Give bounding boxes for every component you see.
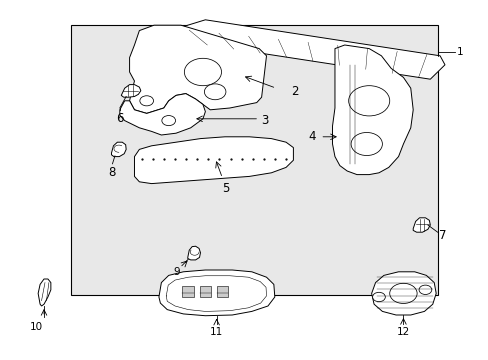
Bar <box>199 286 211 297</box>
Text: 6: 6 <box>116 112 123 125</box>
Polygon shape <box>134 137 293 184</box>
Text: 12: 12 <box>396 327 409 337</box>
Text: 4: 4 <box>307 130 315 143</box>
Polygon shape <box>171 20 444 79</box>
Text: 1: 1 <box>456 47 463 57</box>
Circle shape <box>162 116 175 126</box>
Polygon shape <box>332 45 412 175</box>
Text: 7: 7 <box>438 229 446 242</box>
Text: 8: 8 <box>107 166 115 179</box>
Polygon shape <box>38 279 51 306</box>
Text: 5: 5 <box>222 182 229 195</box>
Polygon shape <box>371 272 435 315</box>
Polygon shape <box>121 85 141 97</box>
Circle shape <box>372 292 385 302</box>
Polygon shape <box>111 142 126 157</box>
Circle shape <box>389 283 416 303</box>
Polygon shape <box>159 270 274 316</box>
Polygon shape <box>129 25 266 113</box>
Circle shape <box>140 96 153 106</box>
Polygon shape <box>120 94 205 135</box>
Bar <box>71 25 437 295</box>
Text: 10: 10 <box>30 322 43 332</box>
Circle shape <box>184 58 221 86</box>
Text: 3: 3 <box>261 114 268 127</box>
Text: 9: 9 <box>173 267 180 277</box>
Circle shape <box>348 86 389 116</box>
Polygon shape <box>187 246 200 260</box>
Circle shape <box>204 84 225 100</box>
Text: 11: 11 <box>209 327 223 337</box>
Bar <box>182 286 194 297</box>
Circle shape <box>418 285 431 294</box>
Bar <box>216 286 228 297</box>
Text: 2: 2 <box>290 85 298 98</box>
Polygon shape <box>412 218 429 232</box>
Circle shape <box>350 132 382 156</box>
